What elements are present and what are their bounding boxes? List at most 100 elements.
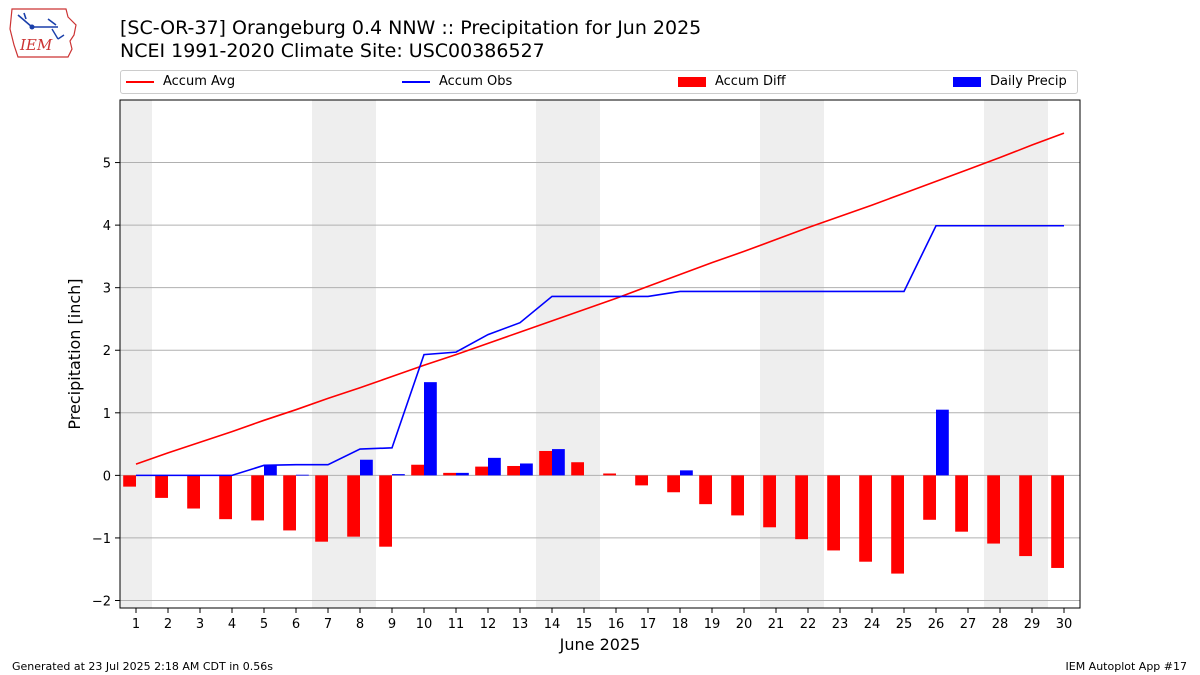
- y-tick-label: 4: [103, 219, 111, 234]
- daily-precip-bar: [392, 474, 405, 476]
- accum-diff-bar: [411, 464, 424, 476]
- footer-generated-note: Generated at 23 Jul 2025 2:18 AM CDT in …: [12, 660, 273, 673]
- x-tick-label: 15: [576, 617, 593, 632]
- iem-logo: IEM: [9, 8, 77, 58]
- accum-diff-bar: [699, 475, 712, 505]
- x-tick-label: 21: [768, 617, 785, 632]
- accum-diff-bar: [891, 475, 904, 574]
- accum-diff-bar: [635, 475, 648, 486]
- legend-label: Accum Diff: [715, 74, 786, 89]
- x-tick-label: 24: [864, 617, 881, 632]
- accum-diff-bar: [859, 475, 872, 562]
- accum-diff-bar: [827, 475, 840, 551]
- accum-obs-line: [136, 224, 1064, 477]
- accum-diff-bar: [283, 475, 296, 531]
- legend-swatch: [678, 76, 706, 87]
- weekend-band: [536, 100, 600, 608]
- accum-diff-bar: [1051, 475, 1064, 568]
- weekend-band: [760, 100, 824, 608]
- accum-diff-bar: [1019, 475, 1032, 557]
- legend: Accum Avg Accum Obs Accum Diff Daily Pre…: [120, 70, 1078, 94]
- legend-label: Daily Precip: [990, 74, 1067, 89]
- logo-text: IEM: [19, 36, 53, 54]
- x-tick-label: 7: [324, 617, 332, 632]
- x-tick-label: 28: [992, 617, 1009, 632]
- x-tick-label: 29: [1024, 617, 1041, 632]
- accum-diff-bar: [667, 475, 680, 493]
- accum-diff-bar: [155, 475, 168, 498]
- y-tick-label: −2: [92, 594, 111, 609]
- x-tick-label: 19: [704, 617, 721, 632]
- accum-diff-bar: [603, 473, 616, 476]
- x-tick-label: 14: [544, 617, 561, 632]
- x-tick-label: 3: [196, 617, 204, 632]
- iowa-map-outline-icon: [9, 8, 77, 58]
- accum-diff-bar: [123, 475, 136, 487]
- legend-label: Accum Obs: [439, 74, 513, 89]
- legend-item-accum-obs: Accum Obs: [402, 74, 512, 89]
- y-tick-label: 0: [103, 469, 111, 484]
- x-tick-label: 17: [640, 617, 657, 632]
- accum-diff-bar: [923, 475, 936, 520]
- daily-precip-bar: [488, 457, 501, 476]
- x-tick-label: 26: [928, 617, 945, 632]
- x-tick-label: 16: [608, 617, 625, 632]
- accum-diff-bar: [251, 475, 264, 521]
- weekend-shading: [120, 100, 1048, 608]
- accum-diff-bar: [987, 475, 1000, 544]
- daily-precip-bar: [680, 470, 693, 476]
- legend-swatch: [126, 80, 154, 83]
- x-tick-label: 20: [736, 617, 753, 632]
- bar-series: [123, 382, 1064, 574]
- weekend-band: [120, 100, 152, 608]
- x-tick-label: 11: [448, 617, 465, 632]
- accum-diff-bar: [763, 475, 776, 528]
- x-tick-label: 25: [896, 617, 913, 632]
- daily-precip-bar: [296, 474, 309, 476]
- line-series: [135, 132, 1065, 477]
- y-tick-label: 2: [103, 344, 111, 359]
- legend-swatch: [402, 80, 430, 83]
- x-tick-label: 8: [356, 617, 364, 632]
- x-tick-label: 12: [480, 617, 497, 632]
- legend-item-accum-diff: Accum Diff: [678, 74, 786, 89]
- daily-precip-bar: [520, 463, 533, 476]
- x-tick-label: 5: [260, 617, 268, 632]
- x-tick-label: 9: [388, 617, 396, 632]
- accum-diff-bar: [795, 475, 808, 540]
- y-tick-label: 5: [103, 157, 111, 172]
- legend-label: Accum Avg: [163, 74, 236, 89]
- accum-diff-bar: [571, 462, 584, 476]
- accum-diff-bar: [731, 475, 744, 516]
- legend-swatch: [953, 76, 981, 87]
- accum-diff-bar: [187, 475, 200, 509]
- y-tick-label: 1: [103, 407, 111, 422]
- footer-app-id: IEM Autoplot App #17: [1065, 660, 1188, 673]
- daily-precip-bar: [264, 465, 277, 476]
- accum-diff-bar: [443, 472, 456, 476]
- daily-precip-bar: [936, 409, 949, 476]
- y-axis-label: Precipitation [inch]: [65, 278, 84, 429]
- accum-diff-bar: [315, 475, 328, 542]
- accum-diff-bar: [347, 475, 360, 537]
- accum-diff-bar: [475, 466, 488, 476]
- x-tick-label: 13: [512, 617, 529, 632]
- x-tick-label: 2: [164, 617, 172, 632]
- accum-diff-bar: [379, 475, 392, 547]
- x-tick-label: 10: [416, 617, 433, 632]
- y-tick-label: 3: [103, 282, 111, 297]
- chart-title: [SC-OR-37] Orangeburg 0.4 NNW :: Precipi…: [120, 17, 702, 39]
- legend-item-daily-precip: Daily Precip: [953, 74, 1067, 89]
- x-tick-label: 6: [292, 617, 300, 632]
- x-tick-label: 23: [832, 617, 849, 632]
- x-tick-label: 30: [1056, 617, 1073, 632]
- plot-frame: [119, 99, 1081, 609]
- x-tick-label: 4: [228, 617, 236, 632]
- accum-avg-line: [135, 132, 1065, 465]
- chart-subtitle: NCEI 1991-2020 Climate Site: USC00386527: [120, 40, 545, 62]
- accum-diff-bar: [539, 450, 552, 476]
- daily-precip-bar: [456, 472, 469, 476]
- accum-diff-bar: [507, 465, 520, 476]
